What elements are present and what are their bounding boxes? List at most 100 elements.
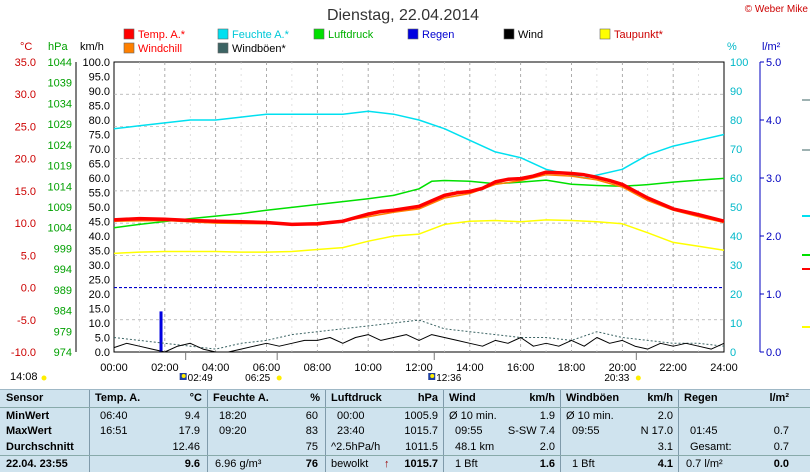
x-tick: 22:00 bbox=[659, 362, 687, 374]
x-tick: 20:00 bbox=[609, 362, 637, 374]
humid-axis-unit: % bbox=[727, 41, 737, 53]
x-tick: 06:00 bbox=[253, 362, 281, 374]
right-edge-stubs bbox=[802, 99, 810, 328]
legend-swatch bbox=[599, 28, 611, 40]
humid-tick: 20 bbox=[730, 289, 742, 301]
legend-swatch bbox=[123, 42, 135, 54]
wind-distance: 48.1 km bbox=[455, 441, 495, 453]
boeen-bft: 1 Bft bbox=[572, 458, 595, 470]
wind-tick: 20.0 bbox=[89, 289, 110, 301]
wind-tick: 60.0 bbox=[89, 173, 110, 185]
wind-tick: 15.0 bbox=[89, 304, 110, 316]
temp-tick: 25.0 bbox=[15, 121, 36, 133]
x-tick: 02:00 bbox=[151, 362, 179, 374]
wind-tick: 80.0 bbox=[89, 115, 110, 127]
table-header-row: Sensor Temp. A. °C Feuchte A. % Luftdruc… bbox=[0, 390, 810, 406]
temp-max: 17.9 bbox=[178, 425, 200, 437]
temp-tick: 15.0 bbox=[15, 186, 36, 198]
feuchte-avg: 75 bbox=[305, 441, 318, 453]
legend-swatch bbox=[503, 28, 515, 40]
header-luft-unit: hPa bbox=[417, 392, 438, 404]
press-tick: 989 bbox=[54, 285, 72, 297]
series-feuchte-a bbox=[113, 110, 725, 179]
regen-max-time: 01:45 bbox=[690, 425, 718, 437]
humid-tick: 30 bbox=[730, 260, 742, 272]
header-feuchte: Feuchte A. bbox=[213, 392, 269, 404]
sky-state: bewolkt bbox=[331, 458, 369, 470]
header-sensor: Sensor bbox=[6, 392, 44, 404]
trend-up-icon: ↑ bbox=[384, 458, 390, 470]
boeen-now: 4.1 bbox=[657, 458, 673, 470]
temp-now: 9.6 bbox=[184, 458, 200, 470]
wind-tick: 100.0 bbox=[82, 57, 110, 69]
boeen-min-label: Ø 10 min. bbox=[566, 410, 614, 422]
luft-max: 1015.7 bbox=[404, 425, 438, 437]
rain-axis-unit: l/m² bbox=[762, 41, 781, 53]
boeen-max-time: 09:55 bbox=[572, 425, 600, 437]
legend-label: Windböen* bbox=[232, 43, 287, 55]
regen-total-label: Gesamt: bbox=[690, 441, 732, 453]
header-temp: Temp. A. bbox=[95, 392, 141, 404]
wind-tick: 75.0 bbox=[89, 130, 110, 142]
feuchte-min: 60 bbox=[305, 410, 318, 422]
wind-tick: 45.0 bbox=[89, 217, 110, 229]
weather-chart: Dienstag, 22.04.2014 © Weber Mike Temp. … bbox=[10, 4, 810, 382]
x-tick: 10:00 bbox=[354, 362, 382, 374]
temp-min-time: 06:40 bbox=[100, 410, 128, 422]
press-tick: 1024 bbox=[48, 140, 72, 152]
table-row-avg: Durchschnitt 12.46 75 ^2.5hPa/h 1011.5 4… bbox=[0, 439, 810, 455]
humid-tick: 0 bbox=[730, 347, 736, 359]
rain-tick: 5.0 bbox=[766, 57, 781, 69]
regen-day: 0.7 l/m² bbox=[686, 458, 723, 470]
header-boeen: Windböen bbox=[566, 392, 620, 404]
luft-min: 1005.9 bbox=[404, 410, 438, 422]
press-tick: 1004 bbox=[48, 223, 72, 235]
header-wind-unit: km/h bbox=[529, 392, 555, 404]
x-tick: 08:00 bbox=[304, 362, 332, 374]
event-time: 12:36 bbox=[436, 373, 461, 382]
x-tick: 14:00 bbox=[456, 362, 484, 374]
luft-avg: 1011.5 bbox=[405, 441, 438, 453]
time-markers: 14:08 02:49 06:25 12:36 20:33 bbox=[10, 352, 641, 382]
header-luft: Luftdruck bbox=[331, 392, 382, 404]
press-tick: 994 bbox=[54, 264, 72, 276]
axis-headers: °C hPa km/h % l/m² bbox=[20, 41, 781, 53]
header-temp-unit: °C bbox=[189, 392, 202, 404]
current-time-label: 14:08 bbox=[10, 371, 38, 382]
legend-swatch bbox=[217, 42, 229, 54]
legend-label: Feuchte A.* bbox=[232, 29, 290, 41]
moon-icon-glyph bbox=[430, 374, 435, 378]
event-time: 20:33 bbox=[604, 373, 629, 382]
stats-table: Sensor Temp. A. °C Feuchte A. % Luftdruc… bbox=[0, 389, 810, 472]
press-tick: 984 bbox=[54, 306, 72, 318]
wind-min: 1.9 bbox=[539, 410, 555, 422]
legend-label: Wind bbox=[518, 29, 543, 41]
series-taupunkt bbox=[113, 219, 725, 255]
temp-tick: 35.0 bbox=[15, 57, 36, 69]
sun-icon bbox=[276, 375, 282, 381]
temp-tick: 30.0 bbox=[15, 89, 36, 101]
wind-tick: 30.0 bbox=[89, 260, 110, 272]
humid-tick: 90 bbox=[730, 86, 742, 98]
temp-tick: 0.0 bbox=[21, 283, 36, 295]
x-tick: 16:00 bbox=[507, 362, 535, 374]
humid-tick: 70 bbox=[730, 144, 742, 156]
rain-tick: 3.0 bbox=[766, 173, 781, 185]
wind-tick: 50.0 bbox=[89, 202, 110, 214]
feuchte-now: 76 bbox=[305, 458, 318, 470]
temp-axis-unit: °C bbox=[20, 41, 32, 53]
credit-label: © Weber Mike bbox=[745, 4, 809, 15]
series-temp-a bbox=[113, 170, 725, 227]
series-wind bbox=[113, 334, 725, 353]
rain-bar bbox=[159, 311, 163, 352]
wind-tick: 10.0 bbox=[89, 318, 110, 330]
legend-swatch bbox=[313, 28, 325, 40]
regen-now: 0.0 bbox=[773, 458, 789, 470]
legend-label: Luftdruck bbox=[328, 29, 374, 41]
press-axis-unit: hPa bbox=[48, 41, 68, 53]
legend-label: Windchill bbox=[138, 43, 182, 55]
row-label: MaxWert bbox=[6, 425, 52, 437]
wind-tick: 35.0 bbox=[89, 246, 110, 258]
press-tick: 1034 bbox=[48, 98, 72, 110]
x-tick: 12:00 bbox=[405, 362, 433, 374]
